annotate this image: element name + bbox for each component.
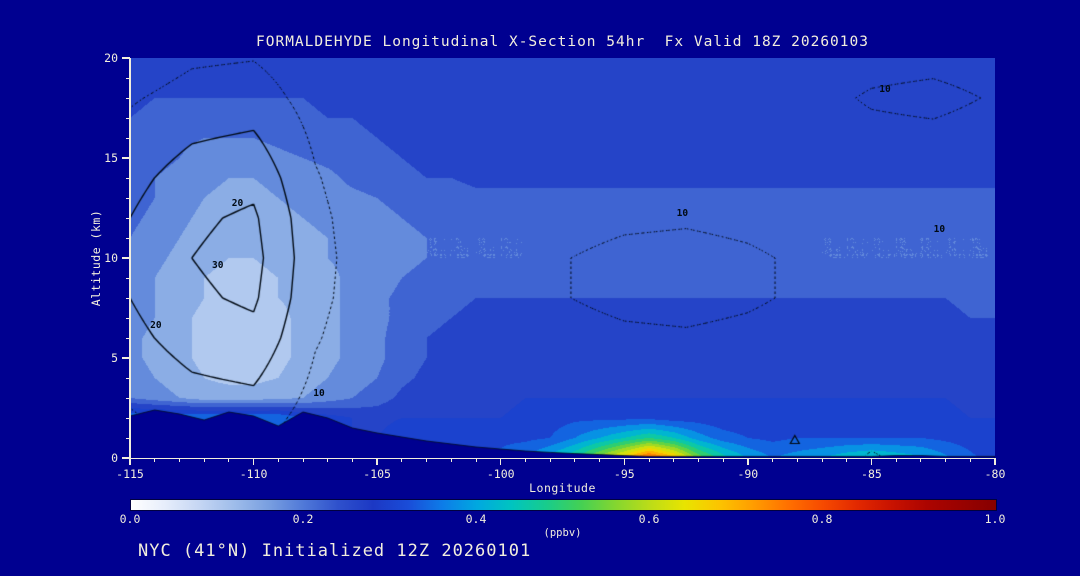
x-tick-label: -95 (613, 467, 635, 481)
x-minor-tick (772, 458, 774, 462)
y-tick-mark (122, 157, 130, 159)
x-minor-tick (796, 458, 798, 462)
field-canvas (130, 58, 995, 458)
contour-label: 10 (933, 224, 946, 235)
x-tick-label: -80 (984, 467, 1006, 481)
x-minor-tick (426, 458, 428, 462)
x-minor-tick (524, 458, 526, 462)
x-tick-label: -85 (861, 467, 882, 481)
y-minor-tick (126, 337, 130, 339)
y-minor-tick (126, 217, 130, 219)
y-tick-mark (122, 57, 130, 59)
x-minor-tick (178, 458, 180, 462)
x-tick-label: -115 (116, 467, 144, 481)
x-tick-label: -110 (239, 467, 268, 481)
x-tick-mark (747, 458, 749, 465)
y-minor-tick (126, 77, 130, 79)
x-tick-mark (499, 458, 502, 465)
y-minor-tick (126, 177, 130, 179)
x-axis-line (129, 457, 996, 459)
x-tick-mark (376, 458, 378, 465)
y-minor-tick (126, 437, 130, 439)
y-minor-tick (126, 117, 130, 119)
y-minor-tick (126, 197, 130, 199)
x-minor-tick (969, 458, 971, 462)
y-minor-tick (126, 297, 130, 299)
chart-title: FORMALDEHYDE Longitudinal X-Section 54hr… (256, 34, 869, 50)
colorbar (130, 499, 997, 511)
colorbar-tick-label: 0.8 (811, 512, 833, 526)
x-minor-tick (697, 458, 699, 462)
x-tick-mark (994, 458, 996, 465)
y-minor-tick (126, 397, 130, 399)
x-minor-tick (549, 458, 551, 462)
x-minor-tick (203, 458, 205, 462)
colorbar-tick-label: 0.4 (465, 512, 487, 526)
x-minor-tick (154, 458, 156, 462)
x-tick-mark (252, 458, 255, 465)
y-tick-label: 5 (111, 351, 118, 365)
x-minor-tick (277, 458, 279, 462)
x-minor-tick (722, 458, 724, 462)
x-minor-tick (945, 458, 947, 462)
contour-label: 30 (211, 260, 224, 271)
x-tick-mark (129, 458, 131, 465)
x-minor-tick (351, 458, 353, 462)
x-minor-tick (450, 458, 452, 462)
x-minor-tick (920, 458, 922, 462)
plot-area (129, 58, 996, 459)
x-minor-tick (599, 458, 601, 462)
y-tick-label: 15 (104, 151, 118, 165)
x-minor-tick (648, 458, 650, 462)
y-minor-tick (126, 97, 130, 99)
x-minor-tick (228, 458, 230, 462)
x-axis-title: Longitude (529, 481, 596, 495)
x-minor-tick (327, 458, 329, 462)
x-minor-tick (302, 458, 304, 462)
contour-label: 20 (231, 198, 244, 209)
colorbar-tick-label: 0.2 (292, 512, 314, 526)
x-tick-mark (870, 458, 873, 465)
x-minor-tick (895, 458, 897, 462)
x-tick-label: -90 (737, 467, 759, 481)
y-tick-mark (122, 257, 130, 259)
y-tick-label: 20 (104, 51, 118, 65)
y-tick-label: 10 (104, 251, 118, 265)
y-minor-tick (126, 417, 130, 419)
y-minor-tick (126, 137, 130, 139)
y-tick-mark (122, 357, 130, 359)
colorbar-tick-label: 0.6 (638, 512, 660, 526)
y-minor-tick (126, 237, 130, 239)
y-tick-mark (122, 457, 130, 459)
x-tick-label: -100 (486, 467, 515, 481)
y-minor-tick (126, 377, 130, 379)
colorbar-tick-label: 1.0 (984, 512, 1006, 526)
contour-label: 10 (676, 208, 689, 219)
x-minor-tick (574, 458, 576, 462)
init-label: NYC (41°N) Initialized 12Z 20260101 (138, 541, 532, 561)
x-minor-tick (475, 458, 477, 462)
y-minor-tick (126, 317, 130, 319)
x-minor-tick (821, 458, 823, 462)
x-tick-mark (623, 458, 626, 465)
x-tick-label: -105 (363, 467, 391, 481)
contour-label: 10 (879, 84, 891, 95)
x-minor-tick (401, 458, 403, 462)
contour-label: 10 (313, 388, 325, 399)
colorbar-units: (ppbv) (543, 527, 582, 539)
x-minor-tick (846, 458, 848, 462)
x-minor-tick (673, 458, 675, 462)
colorbar-tick-label: 0.0 (119, 512, 141, 526)
y-tick-label: 0 (111, 451, 118, 465)
contour-label: 20 (150, 320, 162, 331)
y-minor-tick (126, 277, 130, 279)
